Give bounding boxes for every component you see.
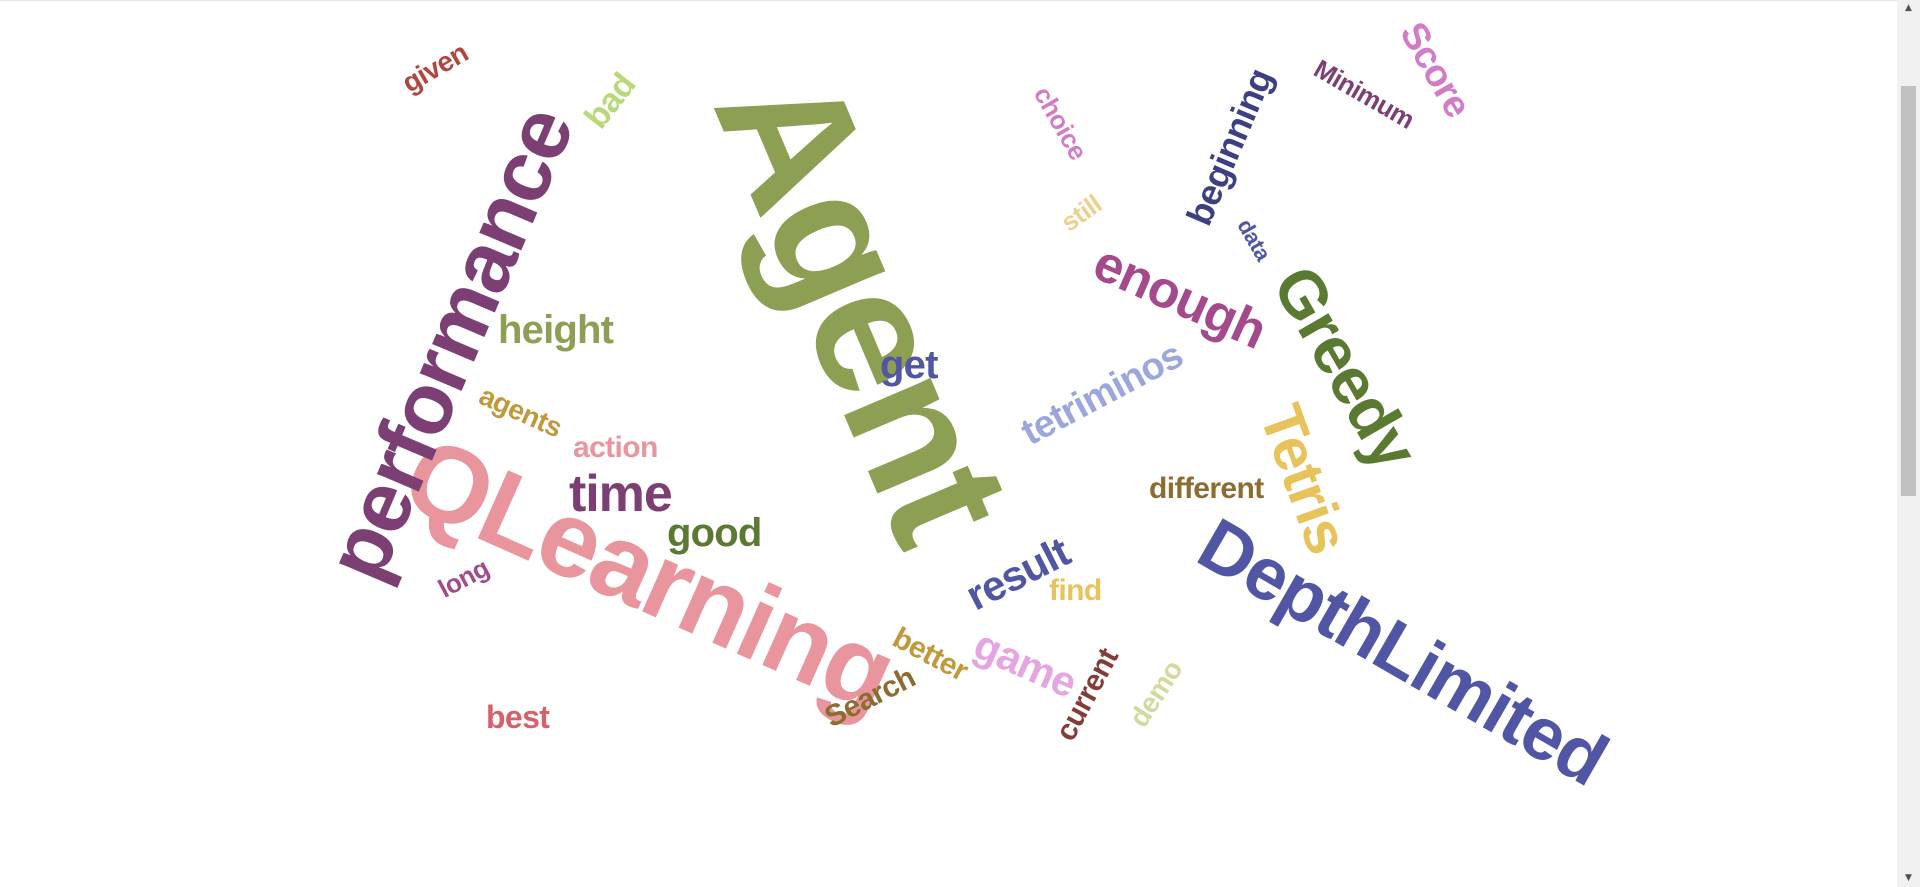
word-good: good bbox=[667, 511, 762, 555]
word-enough: enough bbox=[1085, 233, 1275, 361]
word-depthlimited: DepthLimited bbox=[1184, 501, 1621, 802]
scroll-up-arrow-icon[interactable]: ▲ bbox=[1905, 3, 1912, 13]
vertical-scrollbar[interactable]: ▲ ▼ bbox=[1897, 0, 1920, 887]
word-action: action bbox=[573, 431, 658, 464]
word-game: game bbox=[967, 620, 1084, 707]
word-tetriminos: tetriminos bbox=[1014, 334, 1190, 454]
word-long: long bbox=[433, 552, 494, 604]
window-top-border bbox=[0, 0, 1897, 1]
word-beginning: beginning bbox=[1178, 62, 1281, 231]
word-choice: choice bbox=[1027, 81, 1094, 165]
scrollbar-thumb[interactable] bbox=[1901, 86, 1916, 496]
word-agent: Agent bbox=[677, 41, 1051, 567]
word-given: given bbox=[396, 36, 474, 99]
word-data: data bbox=[1232, 214, 1276, 265]
word-demo: demo bbox=[1123, 654, 1189, 733]
word-height: height bbox=[498, 308, 614, 352]
word-best: best bbox=[486, 699, 550, 735]
word-find: find bbox=[1049, 574, 1102, 607]
word-different: different bbox=[1149, 472, 1264, 505]
word-time: time bbox=[569, 465, 673, 523]
word-bad: bad bbox=[577, 66, 644, 136]
word-get: get bbox=[880, 343, 938, 387]
word-minimum: Minimum bbox=[1308, 53, 1420, 135]
scroll-down-arrow-icon[interactable]: ▼ bbox=[1905, 873, 1912, 883]
word-agents: agents bbox=[474, 379, 567, 444]
word-still: still bbox=[1055, 188, 1107, 238]
